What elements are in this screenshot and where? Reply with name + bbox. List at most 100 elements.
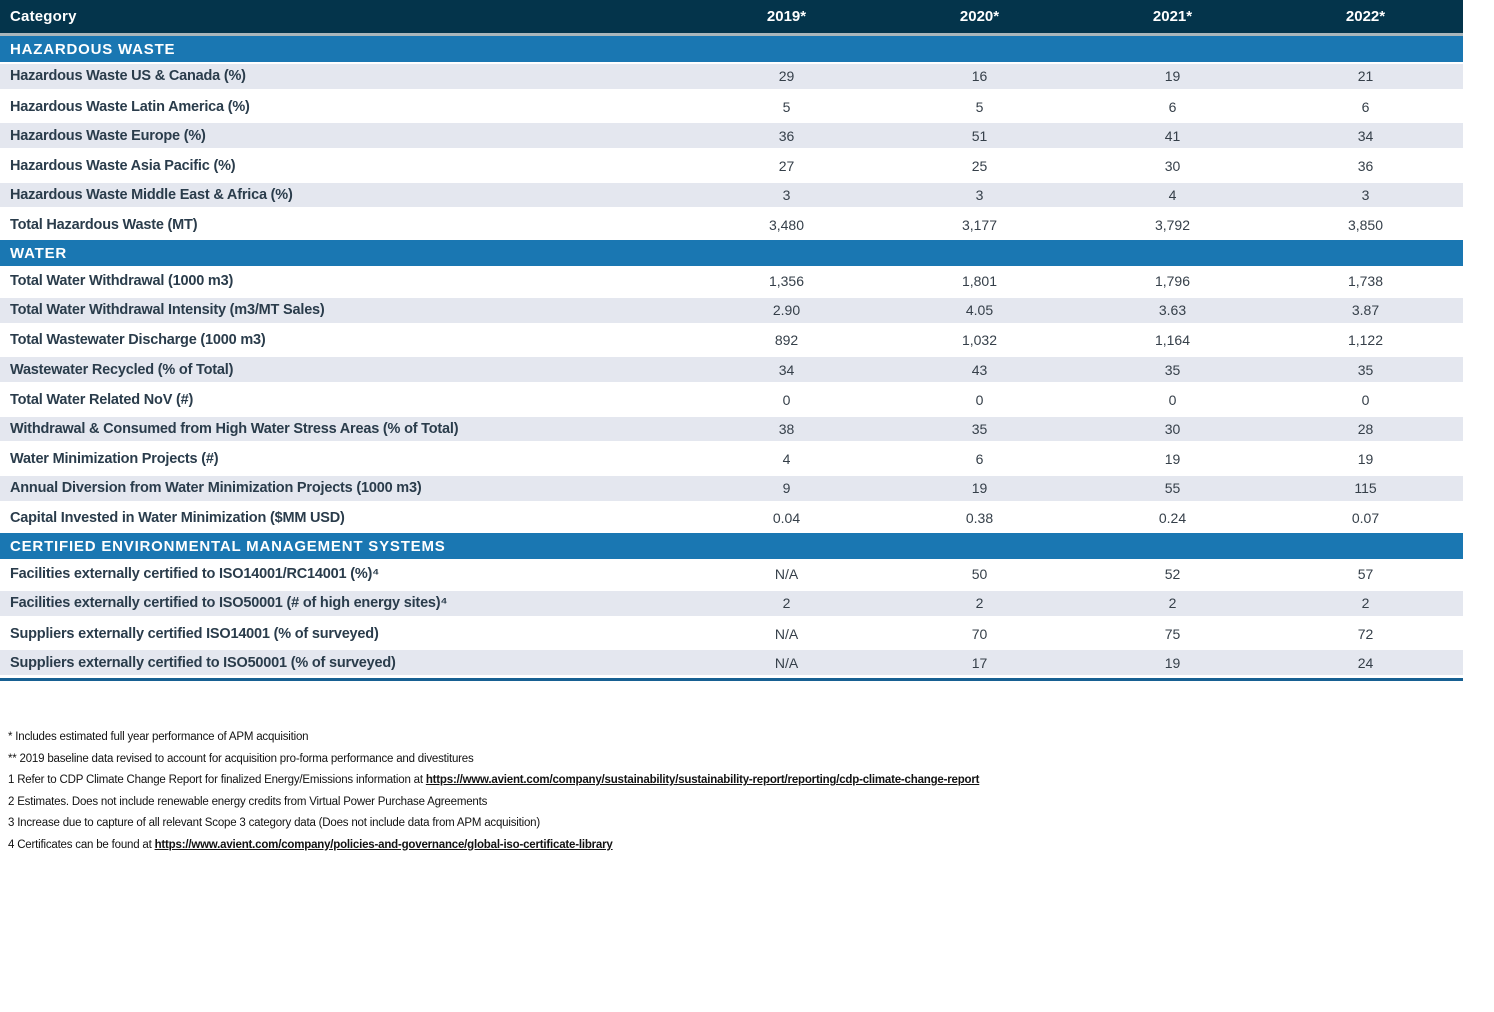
cell-value: 24 [1357, 654, 1374, 671]
esg-metrics-table: Category 2019* 2020* 2021* 2022* HAZARDO… [0, 0, 1463, 682]
cell-value: 57 [1357, 566, 1374, 583]
row-label: Facilities externally certified to ISO50… [10, 595, 448, 612]
table-row: Wastewater Recycled (% of Total) 34 43 3… [0, 355, 1463, 385]
section-header-certified-environmental-management-systems: CERTIFIED ENVIRONMENTAL MANAGEMENT SYSTE… [0, 533, 1463, 560]
cell-value: 2 [782, 595, 791, 612]
cell-value: 5 [975, 98, 984, 115]
cell-value: 43 [971, 361, 988, 378]
cell-value: 36 [778, 127, 795, 144]
cell-value: 115 [1354, 480, 1377, 497]
cell-value: 70 [971, 625, 988, 642]
cell-value: 6 [975, 451, 984, 468]
cell-value: 30 [1164, 157, 1181, 174]
cell-value: 28 [1357, 420, 1374, 437]
cell-value: 3,792 [1154, 217, 1191, 234]
cell-value: 25 [971, 157, 988, 174]
table-row: Withdrawal & Consumed from High Water St… [0, 414, 1463, 445]
table-row: Facilities externally certified to ISO50… [0, 589, 1463, 619]
cell-value: 0 [782, 391, 791, 408]
row-label: Total Water Related NoV (#) [10, 391, 194, 408]
cell-value: 0 [1361, 391, 1370, 408]
cell-value: 6 [1168, 98, 1177, 115]
row-label: Hazardous Waste Middle East & Africa (%) [10, 187, 293, 204]
row-label: Suppliers externally certified to ISO500… [10, 654, 396, 671]
table-row: Suppliers externally certified ISO14001 … [0, 618, 1463, 649]
cell-value: 38 [778, 420, 795, 437]
table-header-row: Category 2019* 2020* 2021* 2022* [0, 0, 1463, 36]
cell-value: 2 [1361, 595, 1370, 612]
cell-value: 0 [975, 391, 984, 408]
cell-value: 4.05 [965, 302, 994, 319]
cell-value: 16 [971, 68, 988, 85]
cell-value: 1,164 [1154, 332, 1191, 349]
cell-value: 19 [1164, 654, 1181, 671]
cell-value: 0 [1168, 391, 1177, 408]
cell-value: 52 [1164, 566, 1181, 583]
cell-value: 19 [1164, 451, 1181, 468]
table-row: Hazardous Waste Latin America (%) 5 5 6 … [0, 91, 1463, 122]
cell-value: 0.07 [1351, 510, 1380, 527]
footnote-asterisk: * Includes estimated full year performan… [8, 731, 309, 744]
footnote-double-asterisk: ** 2019 baseline data revised to account… [8, 752, 474, 765]
cell-value: 72 [1357, 625, 1374, 642]
cdp-climate-change-report-link[interactable]: https://www.avient.com/company/sustainab… [425, 774, 980, 787]
cell-value: 55 [1164, 480, 1181, 497]
cell-value: N/A [774, 654, 799, 671]
cell-value: 19 [1357, 451, 1374, 468]
cell-value: 3 [975, 187, 984, 204]
row-label: Hazardous Waste Europe (%) [10, 127, 206, 144]
cell-value: 29 [778, 68, 795, 85]
row-label: Total Water Withdrawal Intensity (m3/MT … [10, 302, 325, 319]
year-column-header-2019: 2019* [766, 8, 807, 25]
cell-value: 9 [782, 480, 791, 497]
cell-value: 3,480 [768, 217, 805, 234]
cell-value: 34 [778, 361, 795, 378]
cell-value: 6 [1361, 98, 1370, 115]
cell-value: N/A [774, 566, 799, 583]
cell-value: 3,850 [1347, 217, 1384, 234]
cell-value: 35 [1357, 361, 1374, 378]
table-row: Hazardous Waste Asia Pacific (%) 27 25 3… [0, 151, 1463, 181]
category-column-header: Category [10, 8, 77, 25]
footnote-3: 3 Increase due to capture of all relevan… [8, 817, 540, 830]
row-label: Capital Invested in Water Minimization (… [10, 510, 345, 527]
cell-value: 50 [971, 566, 988, 583]
cell-value: 41 [1164, 127, 1181, 144]
row-label: Hazardous Waste US & Canada (%) [10, 68, 246, 85]
table-row: Total Hazardous Waste (MT) 3,480 3,177 3… [0, 210, 1463, 241]
table-row: Suppliers externally certified to ISO500… [0, 648, 1463, 679]
global-iso-certificate-library-link[interactable]: https://www.avient.com/company/policies-… [154, 838, 613, 851]
cell-value: 3 [782, 187, 791, 204]
cell-value: 2.90 [772, 302, 801, 319]
row-label: Total Water Withdrawal (1000 m3) [10, 272, 234, 289]
section-header-water: WATER [0, 240, 1463, 267]
cell-value: 75 [1164, 625, 1181, 642]
cell-value: 35 [971, 420, 988, 437]
row-label: Total Wastewater Discharge (1000 m3) [10, 332, 266, 349]
cell-value: 3 [1361, 187, 1370, 204]
cell-value: 1,801 [961, 272, 998, 289]
cell-value: 0.24 [1158, 510, 1187, 527]
table-row: Facilities externally certified to ISO14… [0, 559, 1463, 589]
row-label: Withdrawal & Consumed from High Water St… [10, 420, 459, 437]
cell-value: 892 [774, 332, 799, 349]
table-row: Total Water Withdrawal Intensity (m3/MT … [0, 295, 1463, 326]
cell-value: 1,122 [1347, 332, 1384, 349]
cell-value: 5 [782, 98, 791, 115]
cell-value: 35 [1164, 361, 1181, 378]
row-label: Water Minimization Projects (#) [10, 451, 219, 468]
cell-value: 1,032 [961, 332, 998, 349]
year-column-header-2020: 2020* [959, 8, 1000, 25]
table-row: Water Minimization Projects (#) 4 6 19 1… [0, 444, 1463, 474]
row-label: Annual Diversion from Water Minimization… [10, 480, 422, 497]
cell-value: 27 [778, 157, 795, 174]
cell-value: 3.63 [1158, 302, 1187, 319]
table-row: Capital Invested in Water Minimization (… [0, 503, 1463, 534]
cell-value: 1,796 [1154, 272, 1191, 289]
table-row: Hazardous Waste Middle East & Africa (%)… [0, 180, 1463, 211]
footnote-2: 2 Estimates. Does not include renewable … [8, 795, 488, 808]
table-row: Total Wastewater Discharge (1000 m3) 892… [0, 325, 1463, 356]
row-label: Hazardous Waste Latin America (%) [10, 98, 250, 115]
table-row: Hazardous Waste Europe (%) 36 51 41 34 [0, 121, 1463, 152]
cell-value: 0.04 [772, 510, 801, 527]
